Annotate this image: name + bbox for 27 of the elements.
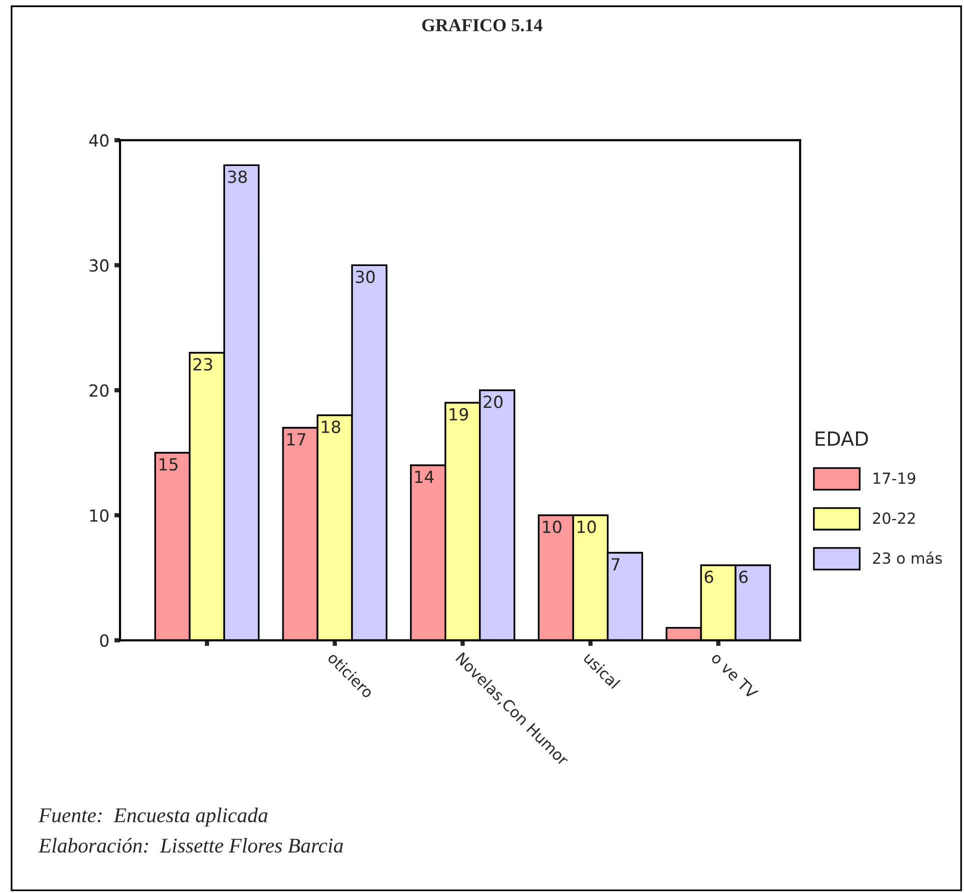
data-label: 20 xyxy=(484,396,503,408)
data-label: 23 xyxy=(193,358,212,371)
y-tick-label: 40 xyxy=(89,134,108,147)
data-label: 7 xyxy=(612,558,620,570)
data-label: 6 xyxy=(739,570,748,584)
data-label: 17 xyxy=(287,433,306,446)
data-label: 38 xyxy=(228,170,247,184)
data-label: 18 xyxy=(322,420,340,434)
data-label: 14 xyxy=(415,470,434,483)
y-tick-label: 20 xyxy=(90,384,108,397)
data-label: 19 xyxy=(450,408,468,421)
legend-label: 20-22 xyxy=(873,512,915,524)
data-label: 15 xyxy=(160,458,178,471)
x-tick-label: o ve TV xyxy=(710,652,758,700)
source-note: Fuente: Encuesta aplicada xyxy=(38,808,268,827)
y-tick-label: 10 xyxy=(90,509,108,522)
text: Elaboración: Lissette Flores Barcia xyxy=(38,838,343,853)
y-tick-label: 30 xyxy=(90,259,108,272)
legend-label: 17-19 xyxy=(874,472,916,484)
y-tick-label: 0 xyxy=(100,634,108,647)
chart-title: GRAFICO 5.14 xyxy=(422,19,542,32)
legend-title: EDAD xyxy=(816,432,868,446)
data-label: 6 xyxy=(704,570,714,584)
data-label: 10 xyxy=(543,520,562,534)
data-label: 10 xyxy=(578,520,596,534)
data-label: 30 xyxy=(356,270,375,284)
legend-label: 23 o más xyxy=(873,551,942,564)
